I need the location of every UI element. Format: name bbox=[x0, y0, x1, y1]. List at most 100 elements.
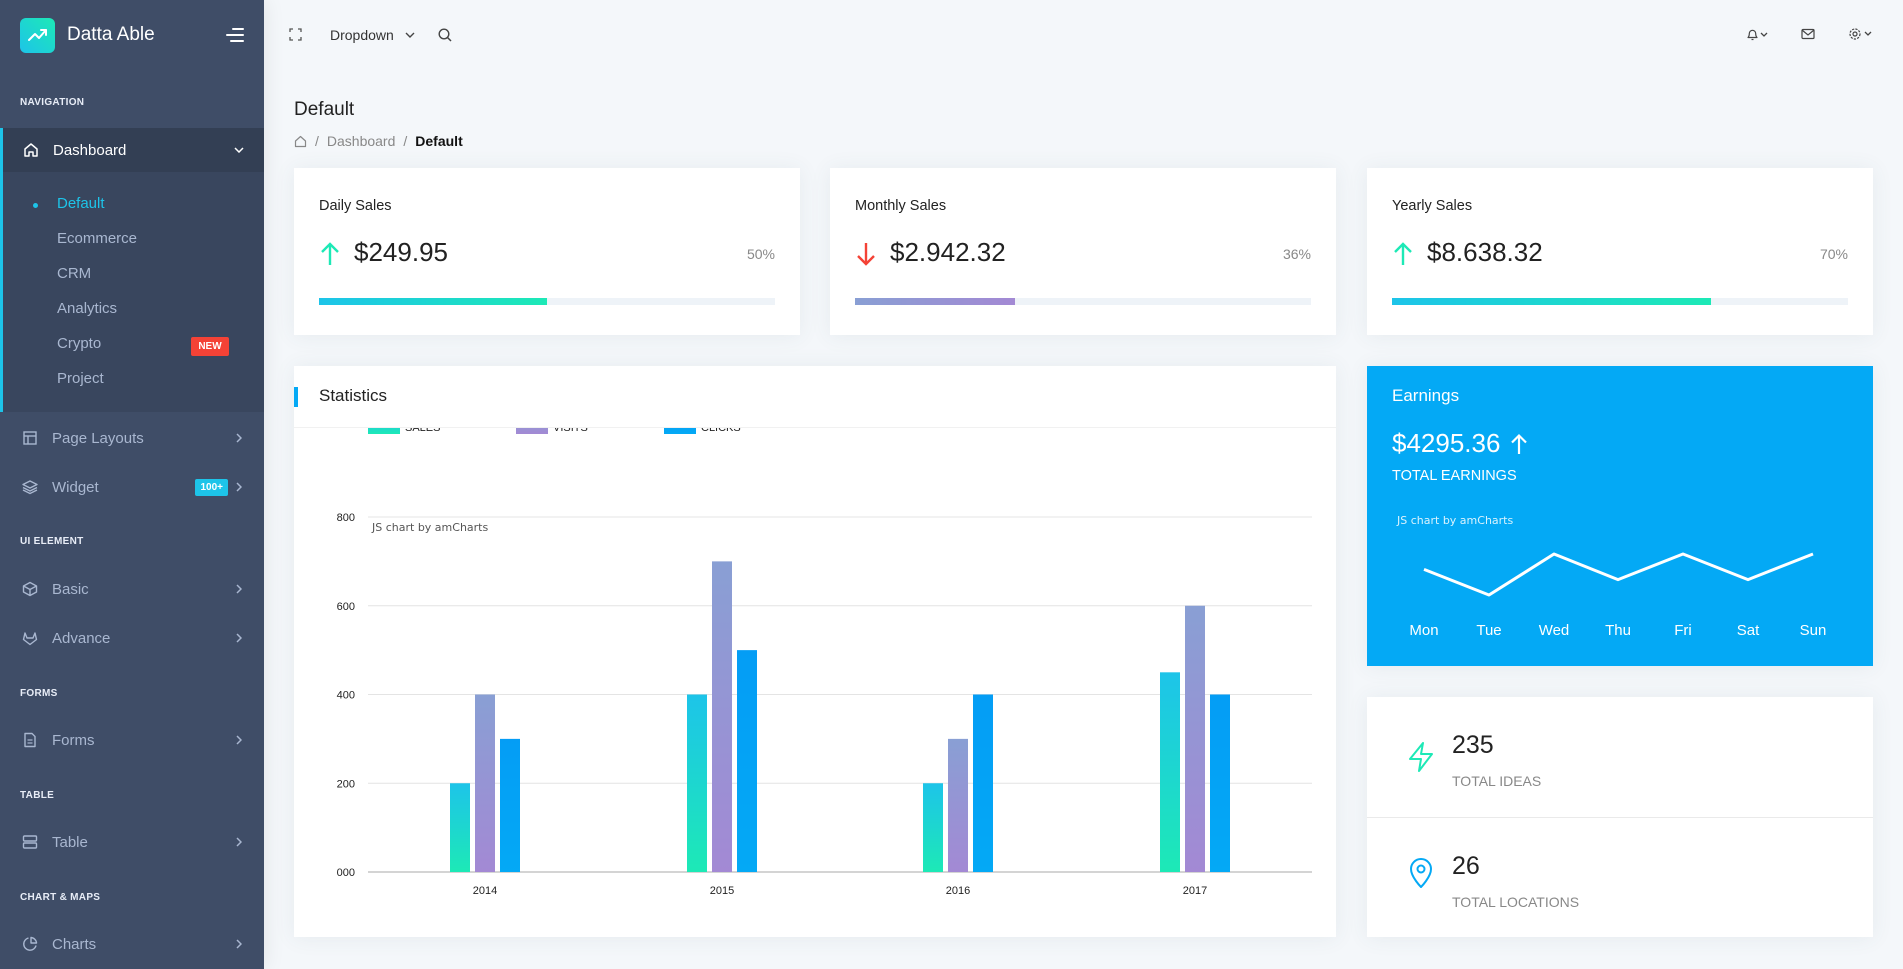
bar-sales-2017[interactable] bbox=[1160, 672, 1180, 872]
bar-visits-2017[interactable] bbox=[1185, 605, 1205, 872]
sidebar-item-page-layouts[interactable]: Page Layouts bbox=[0, 416, 264, 460]
legend-label: SALES bbox=[405, 428, 440, 434]
bar-sales-2016[interactable] bbox=[923, 783, 943, 872]
chevron-right-icon bbox=[234, 482, 244, 492]
legend-label: CLICKS bbox=[701, 428, 741, 434]
total-locations-row: 26 TOTAL LOCATIONS bbox=[1367, 818, 1873, 939]
x-tick-label: 2016 bbox=[946, 885, 970, 897]
menu-toggle-icon[interactable] bbox=[224, 28, 244, 42]
chevron-right-icon bbox=[234, 939, 244, 949]
breadcrumb-dashboard[interactable]: Dashboard bbox=[326, 133, 396, 149]
bar-visits-2016[interactable] bbox=[948, 738, 968, 872]
trending-up-icon bbox=[20, 17, 55, 53]
submenu-item-project[interactable]: Project bbox=[57, 370, 104, 387]
new-badge: NEW bbox=[191, 337, 229, 356]
sidebar-item-charts[interactable]: Charts bbox=[0, 922, 264, 966]
sidebar-item-label: Forms bbox=[52, 731, 95, 749]
x-tick-label: Fri bbox=[1674, 622, 1692, 639]
x-tick-label: Thu bbox=[1605, 622, 1631, 639]
total-ideas-value: 235 bbox=[1452, 731, 1494, 759]
legend-swatch[interactable] bbox=[664, 428, 696, 434]
nav-caption-forms: FORMS bbox=[20, 688, 58, 699]
submenu-item-crm[interactable]: CRM bbox=[57, 265, 92, 282]
bar-visits-2014[interactable] bbox=[475, 694, 495, 873]
daily-sales-card: Daily Sales $249.95 50% bbox=[294, 168, 800, 335]
sidebar-item-forms[interactable]: Forms bbox=[0, 718, 264, 762]
y-tick-label: 400 bbox=[337, 690, 355, 702]
legend-swatch[interactable] bbox=[516, 428, 548, 434]
earnings-subtitle: TOTAL EARNINGS bbox=[1392, 468, 1517, 484]
bar-clicks-2014[interactable] bbox=[500, 738, 520, 872]
header-dropdown[interactable]: Dropdown bbox=[330, 27, 415, 43]
legend-swatch[interactable] bbox=[368, 428, 400, 434]
bar-visits-2015[interactable] bbox=[712, 561, 732, 872]
sidebar-item-table[interactable]: Table bbox=[0, 820, 264, 864]
bar-sales-2014[interactable] bbox=[450, 783, 470, 872]
chevron-right-icon bbox=[234, 735, 244, 745]
chevron-right-icon bbox=[234, 633, 244, 643]
bar-clicks-2017[interactable] bbox=[1210, 694, 1230, 873]
chevron-right-icon bbox=[234, 584, 244, 594]
chevron-down-icon bbox=[234, 145, 244, 155]
sidebar-item-advance[interactable]: Advance bbox=[0, 616, 264, 660]
sidebar-item-basic[interactable]: Basic bbox=[0, 567, 264, 611]
active-dot-icon bbox=[33, 203, 38, 208]
nav-caption-navigation: NAVIGATION bbox=[20, 97, 85, 108]
earnings-line-chart: JS chart by amCharts Mon Tue Wed Thu Fri Sat Su… bbox=[1396, 514, 1826, 639]
submenu-item-default[interactable]: Default bbox=[57, 195, 105, 212]
sidebar-item-label: Widget bbox=[52, 478, 99, 496]
bar-clicks-2016[interactable] bbox=[973, 694, 993, 873]
chart-credit: JS chart by amCharts bbox=[371, 521, 488, 534]
map-pin-icon bbox=[1407, 856, 1435, 893]
statistics-bar-chart: 000 200 400 600 800 JS chart by amCharts SALES… bbox=[337, 428, 1312, 897]
statistics-card: Statistics 000 200 400 600 800 JS chart by am… bbox=[294, 366, 1336, 937]
search-icon[interactable] bbox=[438, 28, 452, 42]
x-tick-label: Tue bbox=[1476, 622, 1501, 639]
card-title: Earnings bbox=[1392, 386, 1460, 405]
settings-gear-icon[interactable] bbox=[1848, 27, 1874, 41]
sales-percent: 36% bbox=[1282, 246, 1311, 262]
header-accent-bar bbox=[294, 387, 298, 407]
x-tick-label: Mon bbox=[1409, 622, 1438, 639]
total-ideas-row: 235 TOTAL IDEAS bbox=[1367, 697, 1873, 818]
mail-icon[interactable] bbox=[1801, 28, 1815, 40]
sidebar-item-widget[interactable]: Widget 100+ bbox=[0, 465, 264, 509]
y-tick-label: 600 bbox=[337, 601, 355, 613]
nav-caption-chart-maps: CHART & MAPS bbox=[20, 892, 101, 903]
fullscreen-icon[interactable] bbox=[289, 28, 302, 41]
x-tick-label: 2017 bbox=[1183, 885, 1207, 897]
box-icon bbox=[20, 579, 40, 599]
earnings-amount: $4295.36 bbox=[1392, 428, 1501, 458]
chevron-down-icon bbox=[405, 32, 415, 38]
breadcrumb: / Dashboard / Default bbox=[294, 133, 463, 149]
x-tick-label: 2015 bbox=[710, 885, 734, 897]
arrow-up-icon bbox=[319, 241, 341, 270]
earnings-line bbox=[1423, 552, 1814, 597]
breadcrumb-separator: / bbox=[403, 133, 408, 149]
bar-clicks-2015[interactable] bbox=[737, 650, 757, 872]
brand-title: Datta Able bbox=[67, 24, 155, 45]
home-icon[interactable] bbox=[294, 135, 307, 148]
sidebar-item-dashboard[interactable]: Dashboard bbox=[0, 128, 264, 172]
sales-amount: $8.638.32 bbox=[1427, 237, 1543, 267]
x-tick-label: Wed bbox=[1539, 622, 1570, 639]
arrow-up-icon bbox=[1510, 433, 1528, 455]
earnings-amount-row: $4295.36 bbox=[1392, 428, 1528, 459]
bar-sales-2015[interactable] bbox=[687, 694, 707, 873]
card-header: Statistics bbox=[294, 366, 1336, 428]
gitlab-icon bbox=[20, 628, 40, 648]
progress-fill bbox=[855, 298, 1015, 305]
submenu-item-ecommerce[interactable]: Ecommerce bbox=[57, 230, 138, 247]
card-title: Yearly Sales bbox=[1392, 198, 1473, 214]
x-tick-label: 2014 bbox=[473, 885, 497, 897]
earnings-card: Earnings $4295.36 TOTAL EARNINGS JS char… bbox=[1367, 366, 1873, 666]
card-title: Monthly Sales bbox=[855, 198, 947, 214]
sales-amount: $2.942.32 bbox=[890, 237, 1006, 267]
sidebar-item-label: Dashboard bbox=[53, 141, 127, 159]
arrow-up-icon bbox=[1392, 241, 1414, 270]
total-ideas-label: TOTAL IDEAS bbox=[1452, 773, 1542, 789]
submenu-item-crypto[interactable]: Crypto bbox=[57, 335, 102, 352]
bell-icon[interactable] bbox=[1746, 28, 1770, 41]
breadcrumb-separator: / bbox=[315, 133, 319, 149]
submenu-item-analytics[interactable]: Analytics bbox=[57, 300, 118, 317]
